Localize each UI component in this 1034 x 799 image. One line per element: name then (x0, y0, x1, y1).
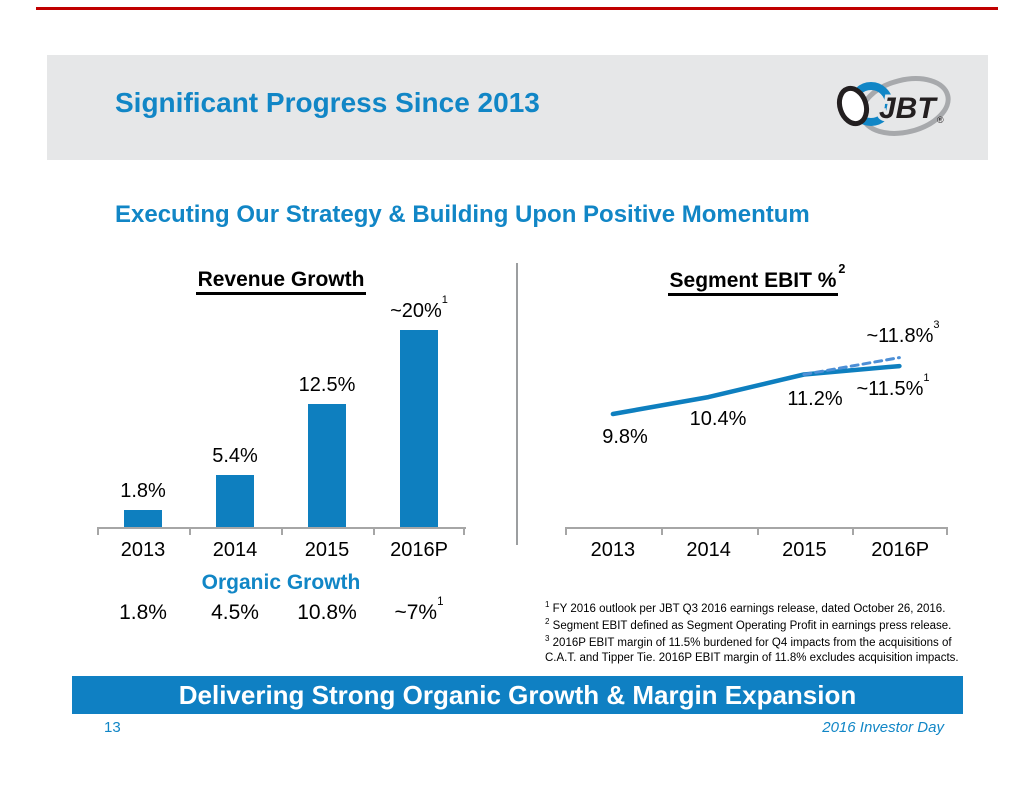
revenue-chart-title: Revenue Growth (97, 268, 465, 295)
x-axis-label: 2014 (686, 539, 731, 561)
revenue-bar (216, 474, 254, 528)
axis-tick (97, 529, 99, 535)
logo-ellipse-black (836, 85, 870, 127)
bar-value-label: 12.5% (298, 374, 356, 397)
organic-growth-title: Organic Growth (201, 571, 361, 594)
bar-value-label: 1.8% (120, 480, 166, 503)
organic-growth-value: ~7%1 (394, 595, 444, 624)
line-data-label: 10.4% (689, 408, 747, 430)
footnote-line: 2 Segment EBIT defined as Segment Operat… (545, 617, 952, 632)
segment-ebit-line-chart (610, 356, 902, 417)
x-axis-label: 2015 (782, 539, 827, 561)
line-data-label: 9.8% (602, 426, 648, 448)
organic-growth-values: 1.8% 4.5% 10.8% ~7%1 (97, 595, 465, 627)
axis-tick (565, 529, 567, 535)
revenue-bar (400, 330, 438, 528)
footer-event-label: 2016 Investor Day (822, 719, 944, 736)
revenue-x-axis (97, 527, 466, 535)
top-accent-line (36, 7, 998, 10)
line-data-label: ~11.8%3 (866, 319, 940, 347)
organic-growth-value: 10.8% (297, 601, 357, 624)
chart-divider (516, 263, 518, 545)
axis-tick (373, 529, 375, 535)
banner-text: Delivering Strong Organic Growth & Margi… (178, 680, 857, 710)
bar-value-label: 5.4% (212, 444, 258, 467)
ebit-line-solid (610, 363, 902, 417)
line-data-label: ~11.5%1 (856, 372, 930, 400)
x-axis-label: 2014 (212, 539, 258, 561)
ebit-x-axis-labels: 2013 2014 2015 2016P (565, 539, 948, 563)
ebit-line-dashed (802, 356, 901, 376)
ebit-chart-title: Segment EBIT % 2 (565, 262, 948, 296)
footnote-line: 1 FY 2016 outlook per JBT Q3 2016 earnin… (545, 600, 946, 615)
footnotes: 1 FY 2016 outlook per JBT Q3 2016 earnin… (545, 600, 969, 666)
axis-tick (463, 529, 465, 535)
footnote-line: 3 2016P EBIT margin of 11.5% burdened fo… (545, 634, 959, 664)
slide-title: Significant Progress Since 2013 (115, 87, 540, 118)
page-number: 13 (104, 719, 121, 736)
bottom-banner: Delivering Strong Organic Growth & Margi… (72, 676, 963, 714)
x-axis-label: 2016P (871, 539, 930, 561)
line-data-label: 11.2% (787, 388, 843, 410)
revenue-growth-bar-chart: 1.8% 5.4% 12.5% ~20%1 (97, 294, 465, 528)
axis-tick (189, 529, 191, 535)
organic-growth-value: 1.8% (119, 601, 167, 624)
axis-tick (756, 529, 759, 535)
axis-tick (852, 529, 855, 535)
revenue-x-axis-labels: 2013 2014 2015 2016P (97, 539, 465, 563)
organic-growth-value: 4.5% (211, 601, 259, 624)
x-axis-label: 2013 (120, 539, 166, 561)
bar-value-label: ~20%1 (390, 294, 448, 322)
x-axis-label: 2015 (304, 539, 350, 561)
logo-reg-mark: ® (937, 115, 944, 125)
header-bar: Significant Progress Since 2013 JBT ® (47, 55, 988, 160)
revenue-bar (308, 404, 346, 528)
subtitle: Executing Our Strategy & Building Upon P… (115, 201, 810, 228)
logo-text: JBT (879, 92, 938, 125)
axis-tick (281, 529, 283, 535)
jbt-logo: JBT ® (836, 76, 951, 136)
x-axis-label: 2013 (590, 539, 636, 561)
axis-tick (946, 529, 948, 535)
x-axis-label: 2016P (390, 539, 448, 561)
ebit-x-axis (565, 527, 948, 535)
revenue-bar (124, 510, 162, 528)
axis-tick (660, 529, 663, 535)
